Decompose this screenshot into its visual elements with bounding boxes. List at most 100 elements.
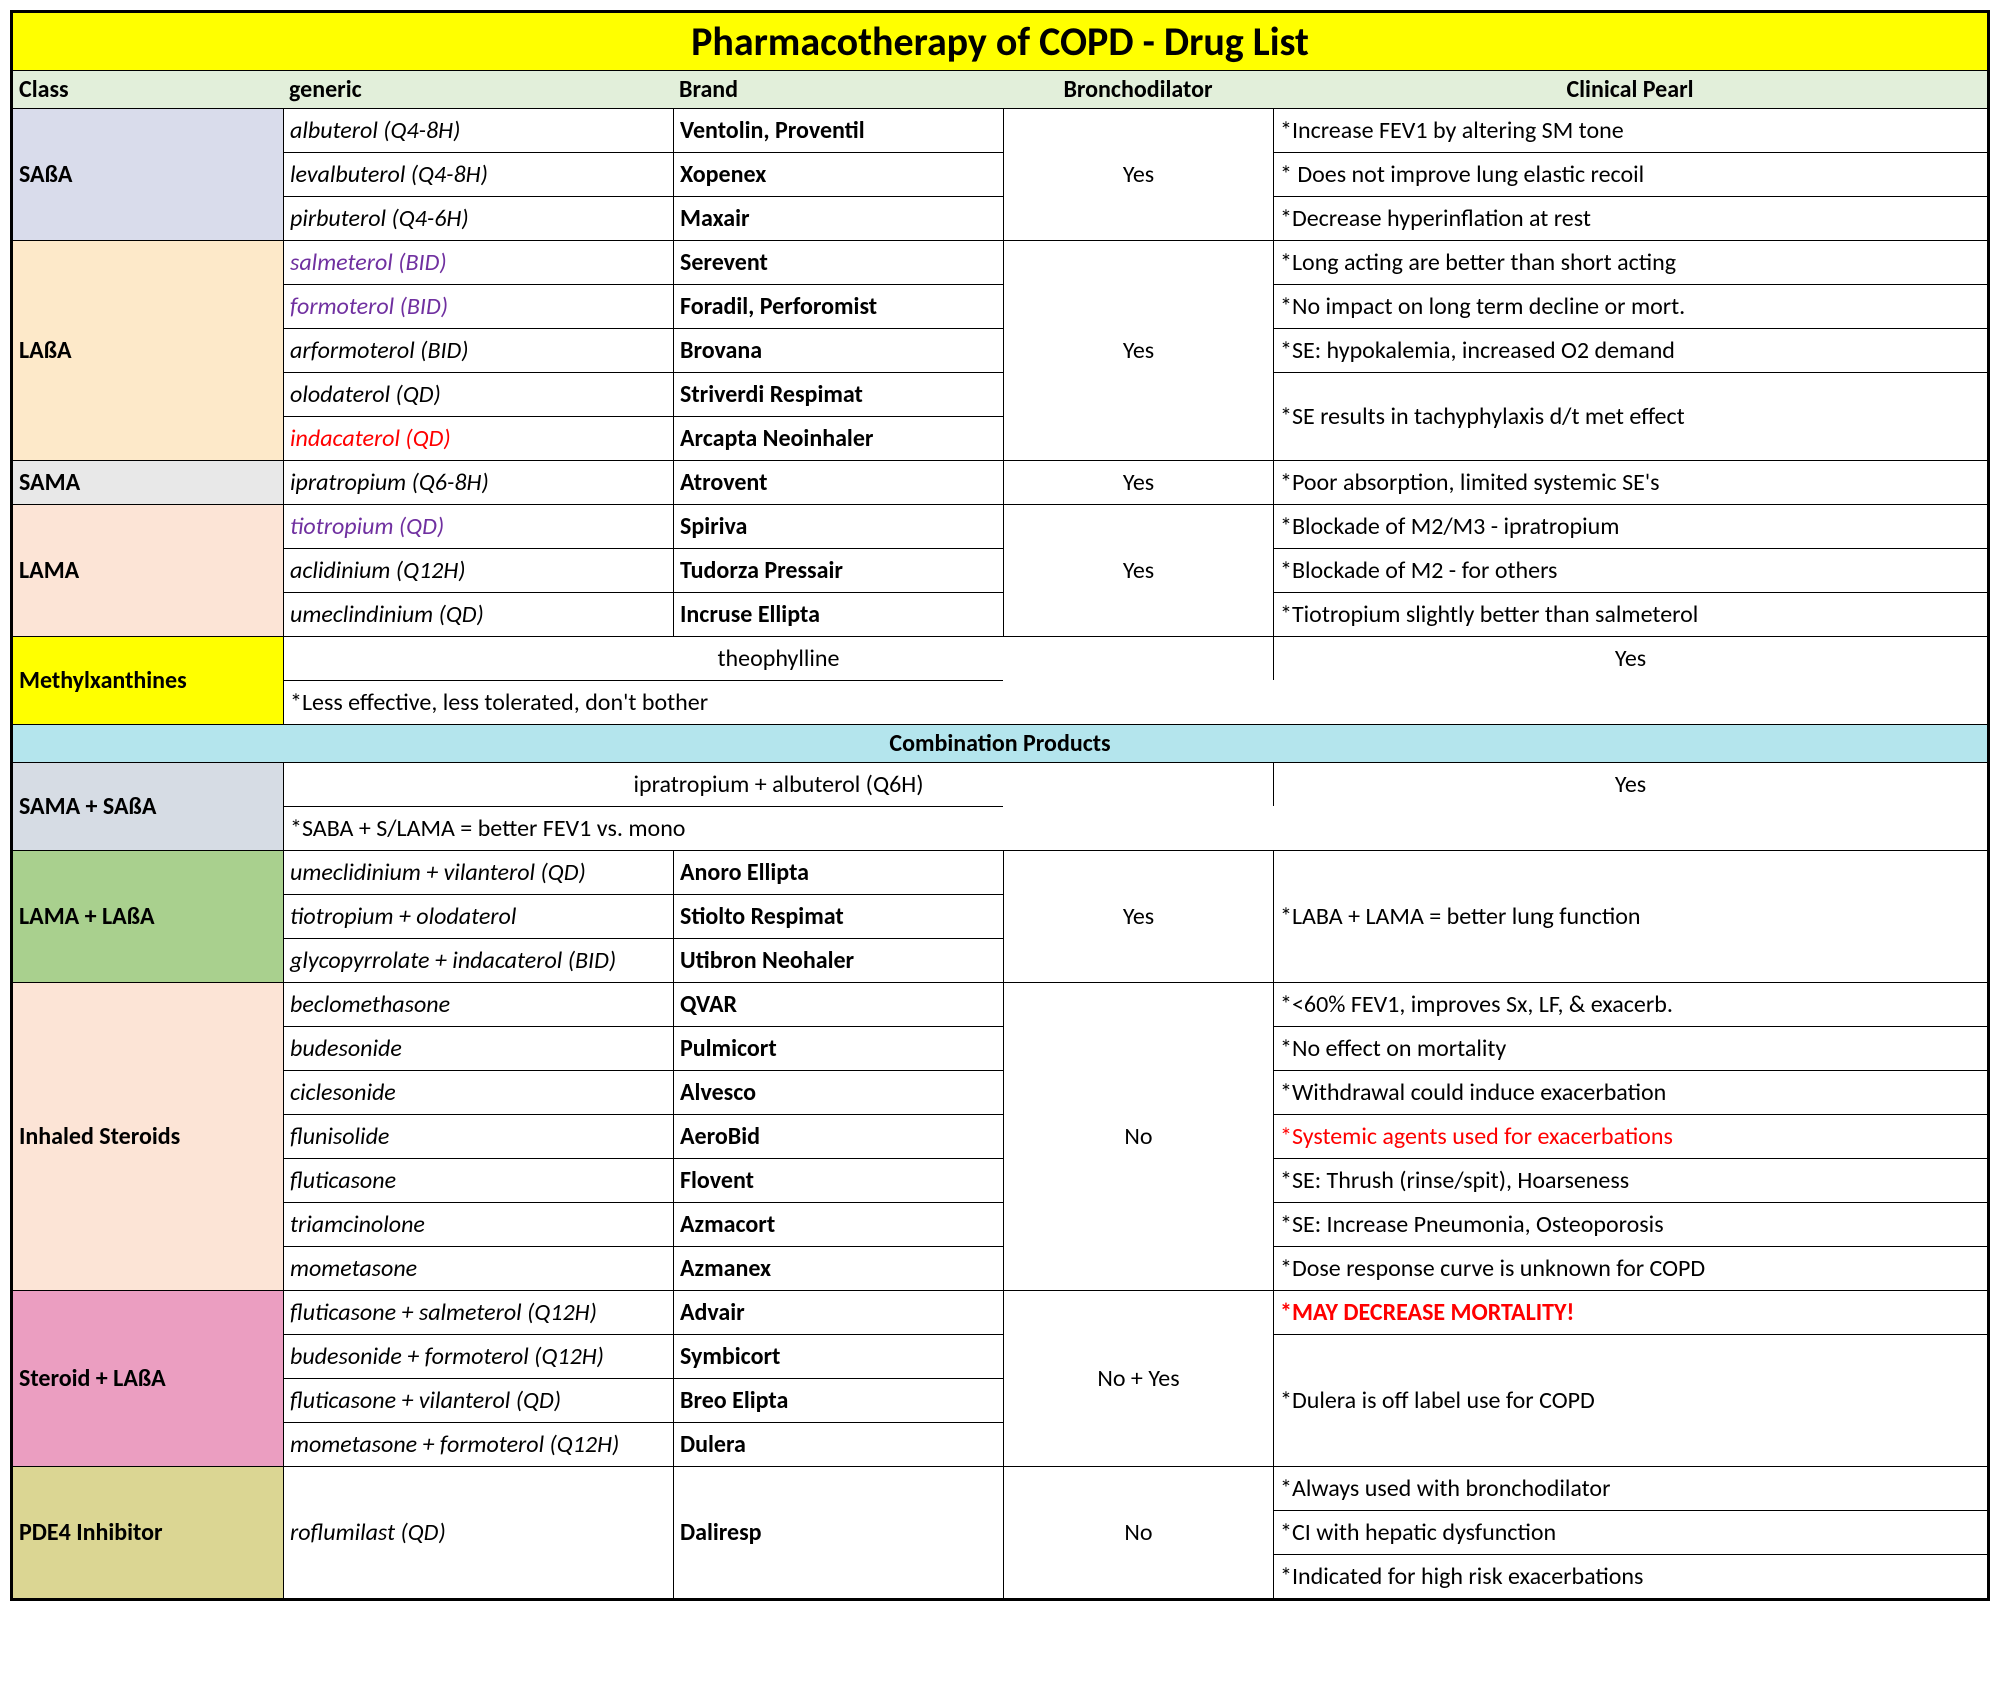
brand-cell: AeroBid [673,1114,1003,1158]
generic-cell: tiotropium (QD) [283,504,673,548]
pearl-cell: *Decrease hyperinflation at rest [1273,196,1987,240]
generic-cell: salmeterol (BID) [283,240,673,284]
bronch-cell: Yes [1273,636,1987,680]
generic-cell: triamcinolone [283,1202,673,1246]
brand-cell: Ventolin, Proventil [673,108,1003,152]
generic-cell: umeclindinium (QD) [283,592,673,636]
brand-cell: Serevent [673,240,1003,284]
generic-cell: ciclesonide [283,1070,673,1114]
rows-wrap: ipratropium (Q6-8H)AtroventYes*Poor abso… [283,460,1987,504]
generic-cell: mometasone + formoterol (Q12H) [283,1422,673,1466]
pearl-cell: *<60% FEV1, improves Sx, LF, & exacerb. [1273,982,1987,1026]
pearl-cell: *MAY DECREASE MORTALITY! [1273,1290,1987,1334]
brand-cell: Foradil, Perforomist [673,284,1003,328]
rows-wrap: umeclidinium + vilanterol (QD)tiotropium… [283,850,1987,982]
pearl-cell: *SE results in tachyphylaxis d/t met eff… [1273,372,1987,460]
generic-brand-cell: ipratropium + albuterol (Q6H) [283,762,1273,806]
brand-cell: Atrovent [673,460,1003,504]
brand-cell: Azmanex [673,1246,1003,1290]
brand-cell: Alvesco [673,1070,1003,1114]
header-row: Class generic Brand Bronchodilator Clini… [13,71,1987,108]
brand-cell: Arcapta Neoinhaler [673,416,1003,460]
pearl-cell: *Tiotropium slightly better than salmete… [1273,592,1987,636]
generic-cell: fluticasone [283,1158,673,1202]
pearl-cell: *CI with hepatic dysfunction [1273,1510,1987,1554]
pearl-cell: *Blockade of M2 - for others [1273,548,1987,592]
pearl-cell: *Dulera is off label use for COPD [1273,1334,1987,1466]
brand-cell: Brovana [673,328,1003,372]
section-sama: SAMAipratropium (Q6-8H)AtroventYes*Poor … [13,460,1987,504]
section-methylxanthines: MethylxanthinestheophyllineYes *Less effe… [13,636,1987,724]
generic-cell: pirbuterol (Q4-6H) [283,196,673,240]
rows-wrap: albuterol (Q4-8H)levalbuterol (Q4-8H)pir… [283,108,1987,240]
bronch-cell: No [1003,1466,1273,1598]
class-cell: LAMA [13,504,283,636]
class-cell: PDE4 Inhibitor [13,1466,283,1598]
brand-cell: Azmacort [673,1202,1003,1246]
pearl-cell: *Systemic agents used for exacerbations [1273,1114,1987,1158]
generic-cell: budesonide [283,1026,673,1070]
brand-cell: Pulmicort [673,1026,1003,1070]
brand-cell: Utibron Neohaler [673,938,1003,982]
pearl-cell: *Dose response curve is unknown for COPD [1273,1246,1987,1290]
generic-cell: umeclidinium + vilanterol (QD) [283,850,673,894]
pearl-cell: *Long acting are better than short actin… [1273,240,1987,284]
brand-cell: Advair [673,1290,1003,1334]
rows-wrap: ipratropium + albuterol (Q6H)Yes *SABA + … [283,762,1987,850]
combo-header: Combination Products [13,724,1987,762]
header-class: Class [13,71,283,108]
section-lama-la-a: LAMA + LAßAumeclidinium + vilanterol (QD… [13,850,1987,982]
brand-cell: Incruse Ellipta [673,592,1003,636]
generic-cell: glycopyrrolate + indacaterol (BID) [283,938,673,982]
header-brand: Brand [673,71,1003,108]
brand-cell: Flovent [673,1158,1003,1202]
generic-cell: albuterol (Q4-8H) [283,108,673,152]
class-cell: SAMA + SAßA [13,762,283,850]
section-pde4-inhibitor: PDE4 Inhibitorroflumilast (QD)DalirespNo… [13,1466,1987,1598]
pearl-cell: *Less effective, less tolerated, don't b… [283,680,1003,724]
class-cell: Methylxanthines [13,636,283,724]
brand-cell: Daliresp [673,1466,1003,1598]
generic-cell: formoterol (BID) [283,284,673,328]
rows-wrap: tiotropium (QD)aclidinium (Q12H)umeclind… [283,504,1987,636]
class-cell: SAMA [13,460,283,504]
rows-wrap: roflumilast (QD)DalirespNo*Always used w… [283,1466,1987,1598]
header-bronch: Bronchodilator [1003,71,1273,108]
generic-cell: arformoterol (BID) [283,328,673,372]
bronch-cell: Yes [1273,762,1987,806]
pearl-cell: *LABA + LAMA = better lung function [1273,850,1987,982]
brand-cell: Stiolto Respimat [673,894,1003,938]
header-pearl: Clinical Pearl [1273,71,1987,108]
pearl-cell: *Indicated for high risk exacerbations [1273,1554,1987,1598]
pearl-cell: *SE: Thrush (rinse/spit), Hoarseness [1273,1158,1987,1202]
bronch-cell: Yes [1003,460,1273,504]
brand-cell: Xopenex [673,152,1003,196]
brand-cell: Breo Elipta [673,1378,1003,1422]
section-sa-a: SAßAalbuterol (Q4-8H)levalbuterol (Q4-8H… [13,108,1987,240]
header-generic: generic [283,71,673,108]
bronch-cell: Yes [1003,504,1273,636]
rows-wrap: beclomethasonebudesonideciclesonidefluni… [283,982,1987,1290]
rows-wrap: salmeterol (BID)formoterol (BID)arformot… [283,240,1987,460]
brand-cell: Symbicort [673,1334,1003,1378]
generic-cell: olodaterol (QD) [283,372,673,416]
class-cell: Steroid + LAßA [13,1290,283,1466]
bronch-cell: No [1003,982,1273,1290]
table-title: Pharmacotherapy of COPD - Drug List [13,13,1987,71]
pearl-cell: *SABA + S/LAMA = better FEV1 vs. mono [283,806,1003,850]
brand-cell: Maxair [673,196,1003,240]
pearl-cell: *Increase FEV1 by altering SM tone [1273,108,1987,152]
section-sama-sa-a: SAMA + SAßAipratropium + albuterol (Q6H)… [13,762,1987,850]
bronch-cell: Yes [1003,108,1273,240]
pearl-cell: *SE: hypokalemia, increased O2 demand [1273,328,1987,372]
brand-cell: Anoro Ellipta [673,850,1003,894]
pearl-cell: *No impact on long term decline or mort. [1273,284,1987,328]
generic-cell: ipratropium (Q6-8H) [283,460,673,504]
pearl-cell: *SE: Increase Pneumonia, Osteoporosis [1273,1202,1987,1246]
brand-cell: QVAR [673,982,1003,1026]
bronch-cell: No + Yes [1003,1290,1273,1466]
bronch-cell: Yes [1003,240,1273,460]
generic-brand-cell: theophylline [283,636,1273,680]
brand-cell: Spiriva [673,504,1003,548]
class-cell: Inhaled Steroids [13,982,283,1290]
